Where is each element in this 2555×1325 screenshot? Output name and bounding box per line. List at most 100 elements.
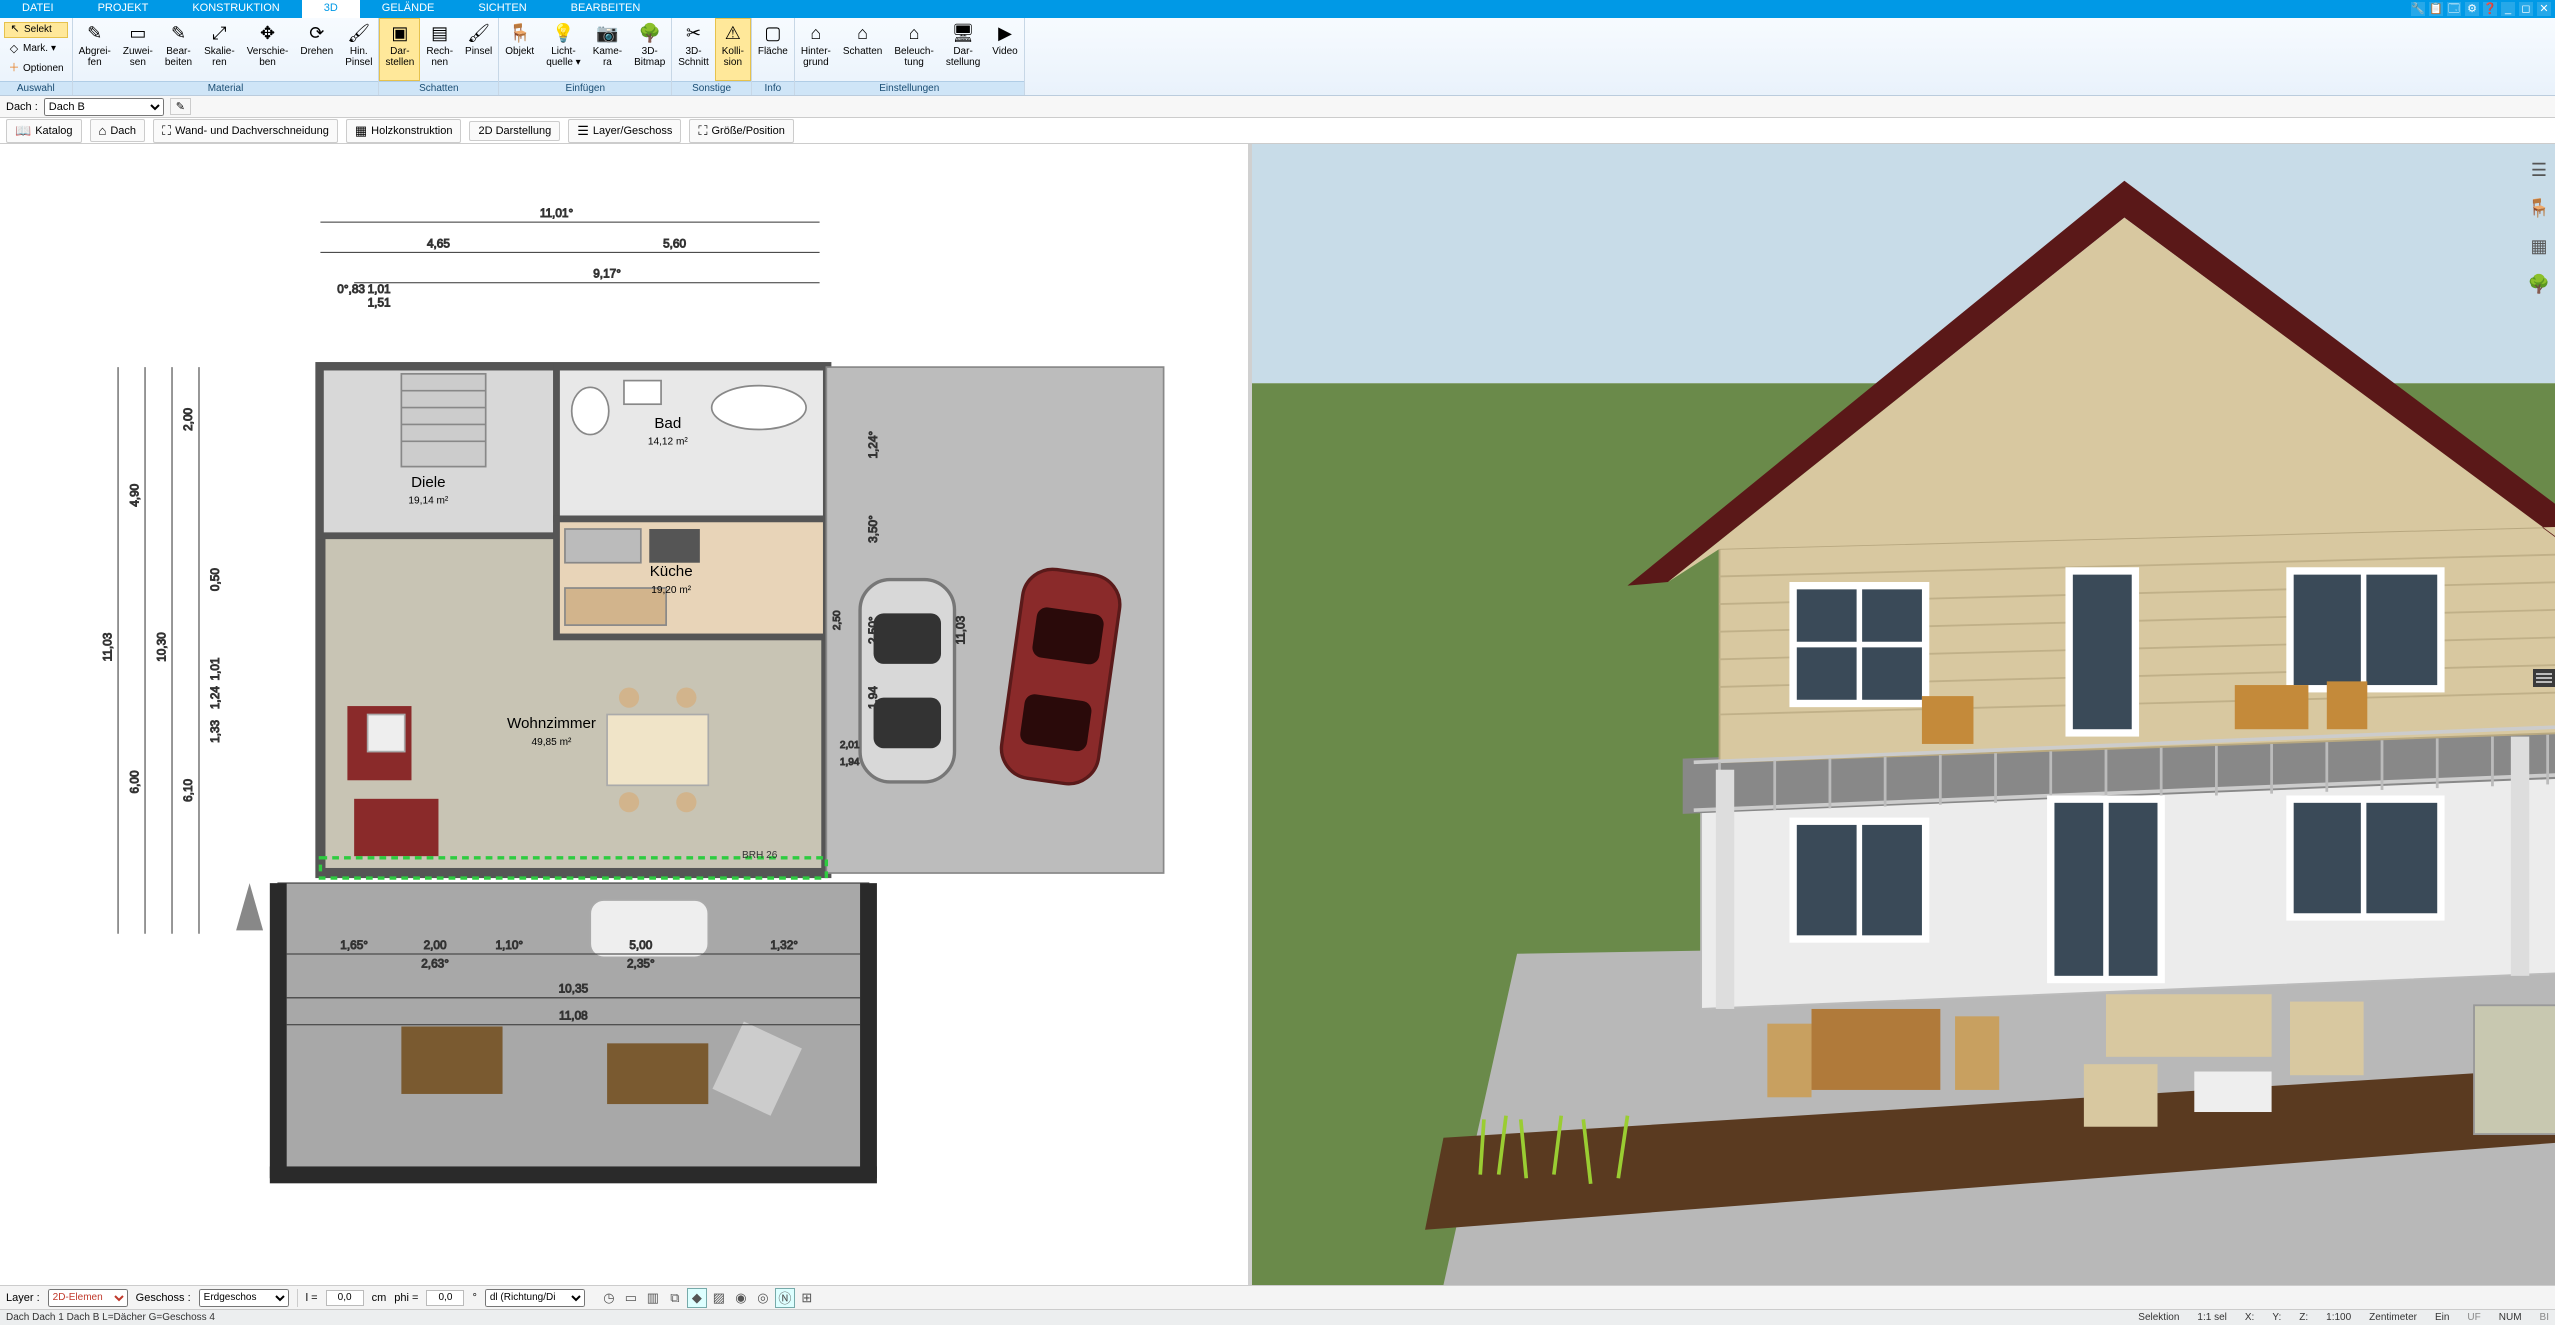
optionen-button[interactable]: ＋Optionen <box>4 61 68 77</box>
splitter-handle[interactable] <box>2533 669 2555 687</box>
video-button[interactable]: ▶Video <box>986 18 1023 81</box>
flaeche-button[interactable]: ▢Fläche <box>752 18 794 81</box>
geschoss-select[interactable]: Erdgeschos <box>199 1289 289 1307</box>
bearbeiten-button[interactable]: ✎Bear-beiten <box>159 18 198 81</box>
abgreifen-button[interactable]: ✎Abgrei-fen <box>73 18 117 81</box>
help-icon[interactable]: ❓ <box>2483 2 2497 16</box>
layergeschoss-icon: ☰ <box>577 123 589 139</box>
svg-text:9,17°: 9,17° <box>593 267 621 281</box>
kamera-button[interactable]: 📷Kame-ra <box>587 18 628 81</box>
svg-text:1,51: 1,51 <box>368 295 391 309</box>
darstellen-button[interactable]: ▣Dar-stellen <box>379 18 420 81</box>
view-icon-6[interactable]: ◉ <box>731 1288 751 1308</box>
palette-icon[interactable]: ▦ <box>2527 234 2551 258</box>
svg-text:0,50: 0,50 <box>208 568 222 591</box>
tab-sichten[interactable]: SICHTEN <box>456 0 548 18</box>
3dbitmap-button[interactable]: 🌳3D-Bitmap <box>628 18 671 81</box>
rechnen-button[interactable]: ▤Rech-nen <box>420 18 459 81</box>
darstellung-button[interactable]: 🖥Dar-stellung <box>940 18 986 81</box>
view-icon-2[interactable]: ▥ <box>643 1288 663 1308</box>
dach-button[interactable]: ⌂Dach <box>90 119 146 142</box>
skalieren-button[interactable]: ⤢Skalie-ren <box>198 18 241 81</box>
tool-icon[interactable]: 🔧 <box>2411 2 2425 16</box>
tab-gelaende[interactable]: GELÄNDE <box>360 0 457 18</box>
objekt-button[interactable]: 🪑Objekt <box>499 18 540 81</box>
svg-text:1,24°: 1,24° <box>866 431 880 459</box>
schatten2-button[interactable]: ⌂Schatten <box>837 18 888 81</box>
edit-dach-button[interactable]: ✎ <box>170 98 191 115</box>
phi-unit: ° <box>472 1292 476 1304</box>
kollision-button[interactable]: ⚠Kolli-sion <box>715 18 751 81</box>
dach-icon: ⌂ <box>99 123 107 138</box>
view-icon-4[interactable]: ◆ <box>687 1288 707 1308</box>
3d-view-pane[interactable]: ☰ 🪑 ▦ 🌳 <box>1252 144 2555 1285</box>
window-icon[interactable]: 🗔 <box>2447 2 2461 16</box>
view-icon-0[interactable]: ◷ <box>599 1288 619 1308</box>
ribbon-group-material: ✎Abgrei-fen▭Zuwei-sen✎Bear-beiten⤢Skalie… <box>73 18 380 95</box>
floorplan-pane[interactable]: 11,01° 4,65 5,60 9,17° 0°,83 1,01 1,51 <box>0 144 1252 1285</box>
lichtquelle-icon: 💡 <box>551 21 575 45</box>
close-icon[interactable]: ✕ <box>2537 2 2551 16</box>
hintergrund-button[interactable]: ⌂Hinter-grund <box>795 18 837 81</box>
tab-konstruktion[interactable]: KONSTRUKTION <box>170 0 301 18</box>
group-label: Einstellungen <box>795 81 1024 95</box>
status-path: Dach Dach 1 Dach B L=Dächer G=Geschoss 4 <box>6 1312 215 1323</box>
chair-icon[interactable]: 🪑 <box>2527 196 2551 220</box>
3dschnitt-button[interactable]: ✂3D-Schnitt <box>672 18 715 81</box>
svg-text:2,63°: 2,63° <box>421 956 449 970</box>
view-icon-7[interactable]: ◎ <box>753 1288 773 1308</box>
view-icon-1[interactable]: ▭ <box>621 1288 641 1308</box>
view-icon-8[interactable]: Ⓝ <box>775 1288 795 1308</box>
3dbitmap-icon: 🌳 <box>638 21 662 45</box>
group-label: Info <box>752 81 794 95</box>
maximize-icon[interactable]: ◻ <box>2519 2 2533 16</box>
clip-icon[interactable]: 📋 <box>2429 2 2443 16</box>
wanddach-button[interactable]: ⛶Wand- und Dachverschneidung <box>153 119 338 143</box>
phi-input[interactable] <box>426 1290 464 1306</box>
groesse-button[interactable]: ⛶Größe/Position <box>689 119 793 143</box>
drehen-button[interactable]: ⟳Drehen <box>294 18 339 81</box>
svg-text:6,00: 6,00 <box>127 770 141 793</box>
svg-text:5,60: 5,60 <box>663 236 686 250</box>
svg-text:1,01: 1,01 <box>368 282 391 296</box>
view-icon-3[interactable]: ⧉ <box>665 1288 685 1308</box>
svg-text:Wohnzimmer: Wohnzimmer <box>507 715 596 732</box>
minimize-icon[interactable]: _ <box>2501 2 2515 16</box>
menu-tabs: DATEI PROJEKT KONSTRUKTION 3D GELÄNDE SI… <box>0 0 2555 18</box>
tab-datei[interactable]: DATEI <box>0 0 76 18</box>
ribbon-group-info: ▢Fläche Info <box>752 18 795 95</box>
zuweisen-button[interactable]: ▭Zuwei-sen <box>117 18 159 81</box>
l-input[interactable] <box>326 1290 364 1306</box>
hinpinsel-button[interactable]: 🖌Hin.Pinsel <box>339 18 378 81</box>
view-icon-9[interactable]: ⊞ <box>797 1288 817 1308</box>
holz-button[interactable]: ▦Holzkonstruktion <box>346 119 462 143</box>
ribbon-group-sonstige: ✂3D-Schnitt⚠Kolli-sion Sonstige <box>672 18 752 95</box>
selekt-button[interactable]: ↖Selekt <box>4 22 68 38</box>
verschieben-button[interactable]: ✥Verschie-ben <box>241 18 295 81</box>
2ddarst-button[interactable]: 2D Darstellung <box>469 121 560 141</box>
status-x: X: <box>2245 1312 2254 1323</box>
tree-icon[interactable]: 🌳 <box>2527 272 2551 296</box>
ribbon-group-auswahl: ↖Selekt ◇Mark. ▾ ＋Optionen Auswahl <box>0 18 73 95</box>
phi-label: phi = <box>394 1292 418 1304</box>
mark-button[interactable]: ◇Mark. ▾ <box>4 41 68 57</box>
tab-projekt[interactable]: PROJEKT <box>76 0 171 18</box>
layers-icon[interactable]: ☰ <box>2527 158 2551 182</box>
tab-bearbeiten[interactable]: BEARBEITEN <box>549 0 663 18</box>
layergeschoss-button[interactable]: ☰Layer/Geschoss <box>568 119 681 143</box>
3dschnitt-icon: ✂ <box>682 21 706 45</box>
tab-3d[interactable]: 3D <box>302 0 360 18</box>
view-icon-5[interactable]: ▨ <box>709 1288 729 1308</box>
floorplan-svg: 11,01° 4,65 5,60 9,17° 0°,83 1,01 1,51 <box>0 144 1248 1285</box>
svg-text:11,01°: 11,01° <box>540 206 574 220</box>
verschieben-icon: ✥ <box>256 21 280 45</box>
pinsel-button[interactable]: 🖌Pinsel <box>459 18 498 81</box>
status-sel: 1:1 sel <box>2197 1312 2226 1323</box>
dach-select[interactable]: Dach B <box>44 98 164 116</box>
katalog-button[interactable]: 📖Katalog <box>6 119 82 143</box>
layer-select[interactable]: 2D-Elemen <box>48 1289 128 1307</box>
gear-icon[interactable]: ⚙ <box>2465 2 2479 16</box>
dl-select[interactable]: dl (Richtung/Di <box>485 1289 585 1307</box>
beleuchtung-button[interactable]: ⌂Beleuch-tung <box>888 18 939 81</box>
lichtquelle-button[interactable]: 💡Licht-quelle ▾ <box>540 18 587 81</box>
